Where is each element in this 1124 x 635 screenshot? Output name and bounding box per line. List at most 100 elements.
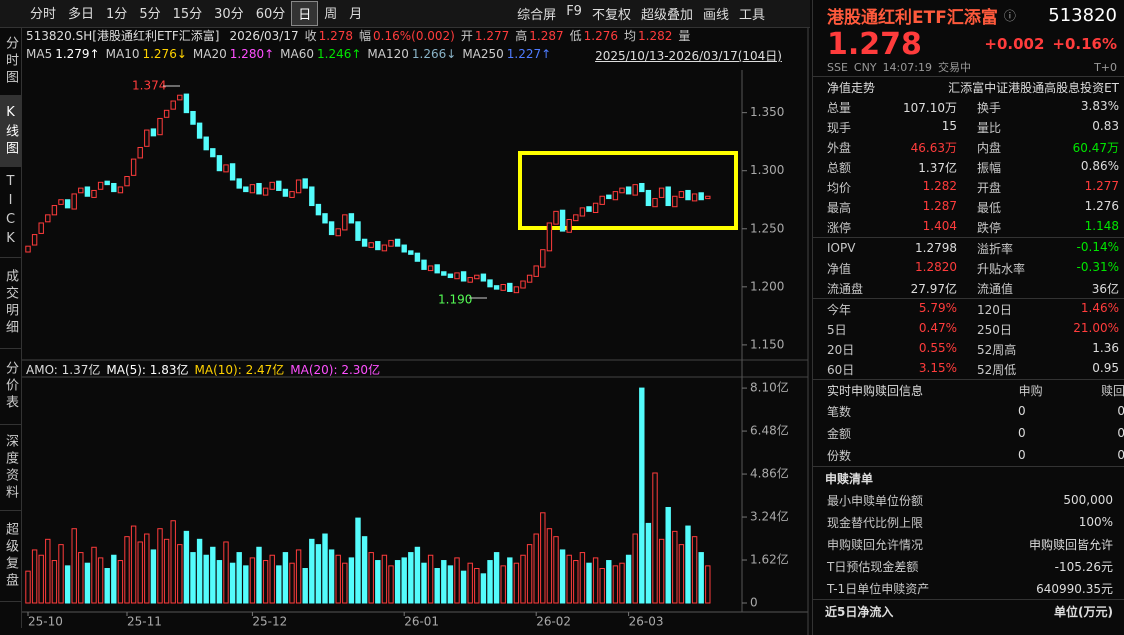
candle	[111, 182, 117, 193]
stat-row: 今年 5.79% 120日 1.46%	[813, 298, 1124, 319]
stat-value: 0.86%	[1080, 158, 1119, 173]
volume-bar	[381, 554, 388, 604]
tool-button[interactable]: 综合屏	[517, 8, 557, 23]
stat-value: 1.46%	[1080, 300, 1119, 315]
sidebar-tab[interactable]: K线图	[0, 96, 21, 167]
volume-bar	[78, 552, 84, 604]
stat-row: 60日 3.15% 52周低 0.95	[813, 359, 1124, 379]
tool-button[interactable]: 超级叠加	[640, 8, 693, 23]
sidebar-tab[interactable]: 成交明细	[0, 258, 21, 349]
volume-bar	[540, 512, 546, 604]
list-value: 申购赎回皆允许	[1028, 537, 1113, 552]
t0-label: T+0	[1094, 60, 1117, 74]
ma-label: MA10	[105, 47, 140, 61]
stat-value: 21.00%	[1073, 320, 1119, 335]
volume-bar	[355, 517, 361, 604]
candle	[25, 245, 31, 253]
candle	[216, 155, 223, 172]
period-tab[interactable]: 5分	[139, 7, 161, 22]
volume-bar	[658, 538, 665, 604]
stat-value: 1.276	[1084, 198, 1119, 213]
candle	[685, 189, 691, 201]
sidebar-tab[interactable]: 超级复盘	[0, 511, 21, 602]
volume-bar	[196, 538, 203, 604]
stat-row: 净值 1.2820 升贴水率 -0.31%	[813, 258, 1124, 278]
tool-button[interactable]: 不复权	[591, 8, 631, 23]
volume-bar	[672, 530, 678, 604]
stat-row: 流通盘 27.97亿 流通值 36亿	[813, 278, 1124, 298]
candle	[500, 284, 506, 291]
candle	[144, 129, 150, 147]
volume-bar	[414, 546, 421, 604]
volume-legend: AMO: 1.37亿 MA(5): 1.83亿 MA(10): 2.47亿 MA(20…	[26, 361, 386, 378]
stat-value: 15	[941, 118, 957, 133]
period-tab[interactable]: 多日	[68, 7, 95, 22]
candle	[150, 128, 157, 137]
period-tab[interactable]: 15分	[172, 7, 203, 22]
volume-bar	[606, 560, 612, 604]
stat-cell: 60日 3.15%	[813, 361, 963, 378]
candle	[421, 259, 427, 270]
tool-button[interactable]: 画线	[702, 8, 729, 23]
period-tab[interactable]: 月	[349, 7, 363, 22]
volume-bar	[170, 520, 176, 604]
volume-bar	[163, 538, 170, 604]
ma-label: MA250	[462, 47, 504, 61]
stat-cell: 20日 0.55%	[813, 341, 963, 358]
volume-legend-item: MA(5): 1.83亿	[106, 363, 189, 377]
candle	[91, 189, 97, 198]
list-row: 申购赎回允许情况 申购赎回皆允许	[813, 533, 1124, 555]
candle	[170, 100, 176, 110]
stat-label: 涨停	[827, 220, 852, 235]
candle	[249, 184, 256, 194]
volume-bar	[513, 562, 520, 604]
flow-header: 近5日净流入 单位(万元)	[813, 599, 1124, 622]
sidebar-tab[interactable]: TICK	[0, 167, 21, 258]
fund-code: 513820	[1048, 4, 1117, 26]
sidebar-tab[interactable]: 分时图	[0, 28, 21, 96]
period-tab[interactable]: 日	[291, 1, 319, 26]
highlight-box	[518, 151, 738, 230]
stat-cell: 最低 1.276	[963, 199, 1124, 216]
stat-label: 换手	[977, 100, 1002, 115]
info-icon[interactable]: ⓘ	[1003, 8, 1016, 23]
stat-cell: 52周高 1.36	[963, 341, 1124, 358]
volume-bar	[665, 506, 671, 604]
volume-legend-item: MA(20): 2.30亿	[290, 363, 381, 377]
stat-label: 20日	[827, 342, 855, 357]
candle	[256, 182, 262, 195]
period-tab[interactable]: 分时	[30, 7, 57, 22]
volume-bar	[441, 560, 447, 604]
candle	[573, 214, 579, 222]
period-tab[interactable]: 周	[324, 7, 338, 22]
volume-bar	[619, 562, 625, 604]
volume-legend-item: MA(10): 2.47亿	[194, 363, 285, 377]
tool-button[interactable]: 工具	[738, 8, 765, 23]
unit-label: 单位(万元)	[1054, 604, 1113, 619]
period-tab[interactable]: 1分	[106, 7, 128, 22]
stat-row: 总额 1.37亿 振幅 0.86%	[813, 157, 1124, 177]
list-label: 现金替代比例上限	[827, 515, 924, 530]
candle	[526, 274, 533, 283]
candle	[566, 218, 572, 233]
list-row: 最小申赎单位份额 500,000	[813, 489, 1124, 511]
info-label: 幅	[359, 29, 372, 43]
candle	[619, 187, 625, 194]
candle	[117, 186, 124, 194]
tool-button[interactable]: F9	[566, 4, 582, 19]
stat-value: 0.47%	[918, 320, 957, 335]
candle	[51, 205, 58, 216]
volume-bar	[520, 554, 526, 604]
sidebar-tab[interactable]: 分价表	[0, 349, 21, 425]
y-tick-label: 4.86亿	[750, 466, 789, 481]
volume-bar	[309, 538, 315, 604]
x-tick-label: 26-02	[536, 615, 571, 629]
sidebar-tab[interactable]: 深度资料	[0, 425, 21, 511]
volume-bar	[322, 533, 328, 604]
list-label: 最小申赎单位份额	[827, 493, 924, 508]
period-tab[interactable]: 30分	[214, 7, 244, 22]
candle	[190, 110, 196, 125]
volume-bar	[579, 552, 586, 604]
period-tab[interactable]: 60分	[255, 7, 286, 22]
ma-label: MA20	[192, 47, 227, 61]
